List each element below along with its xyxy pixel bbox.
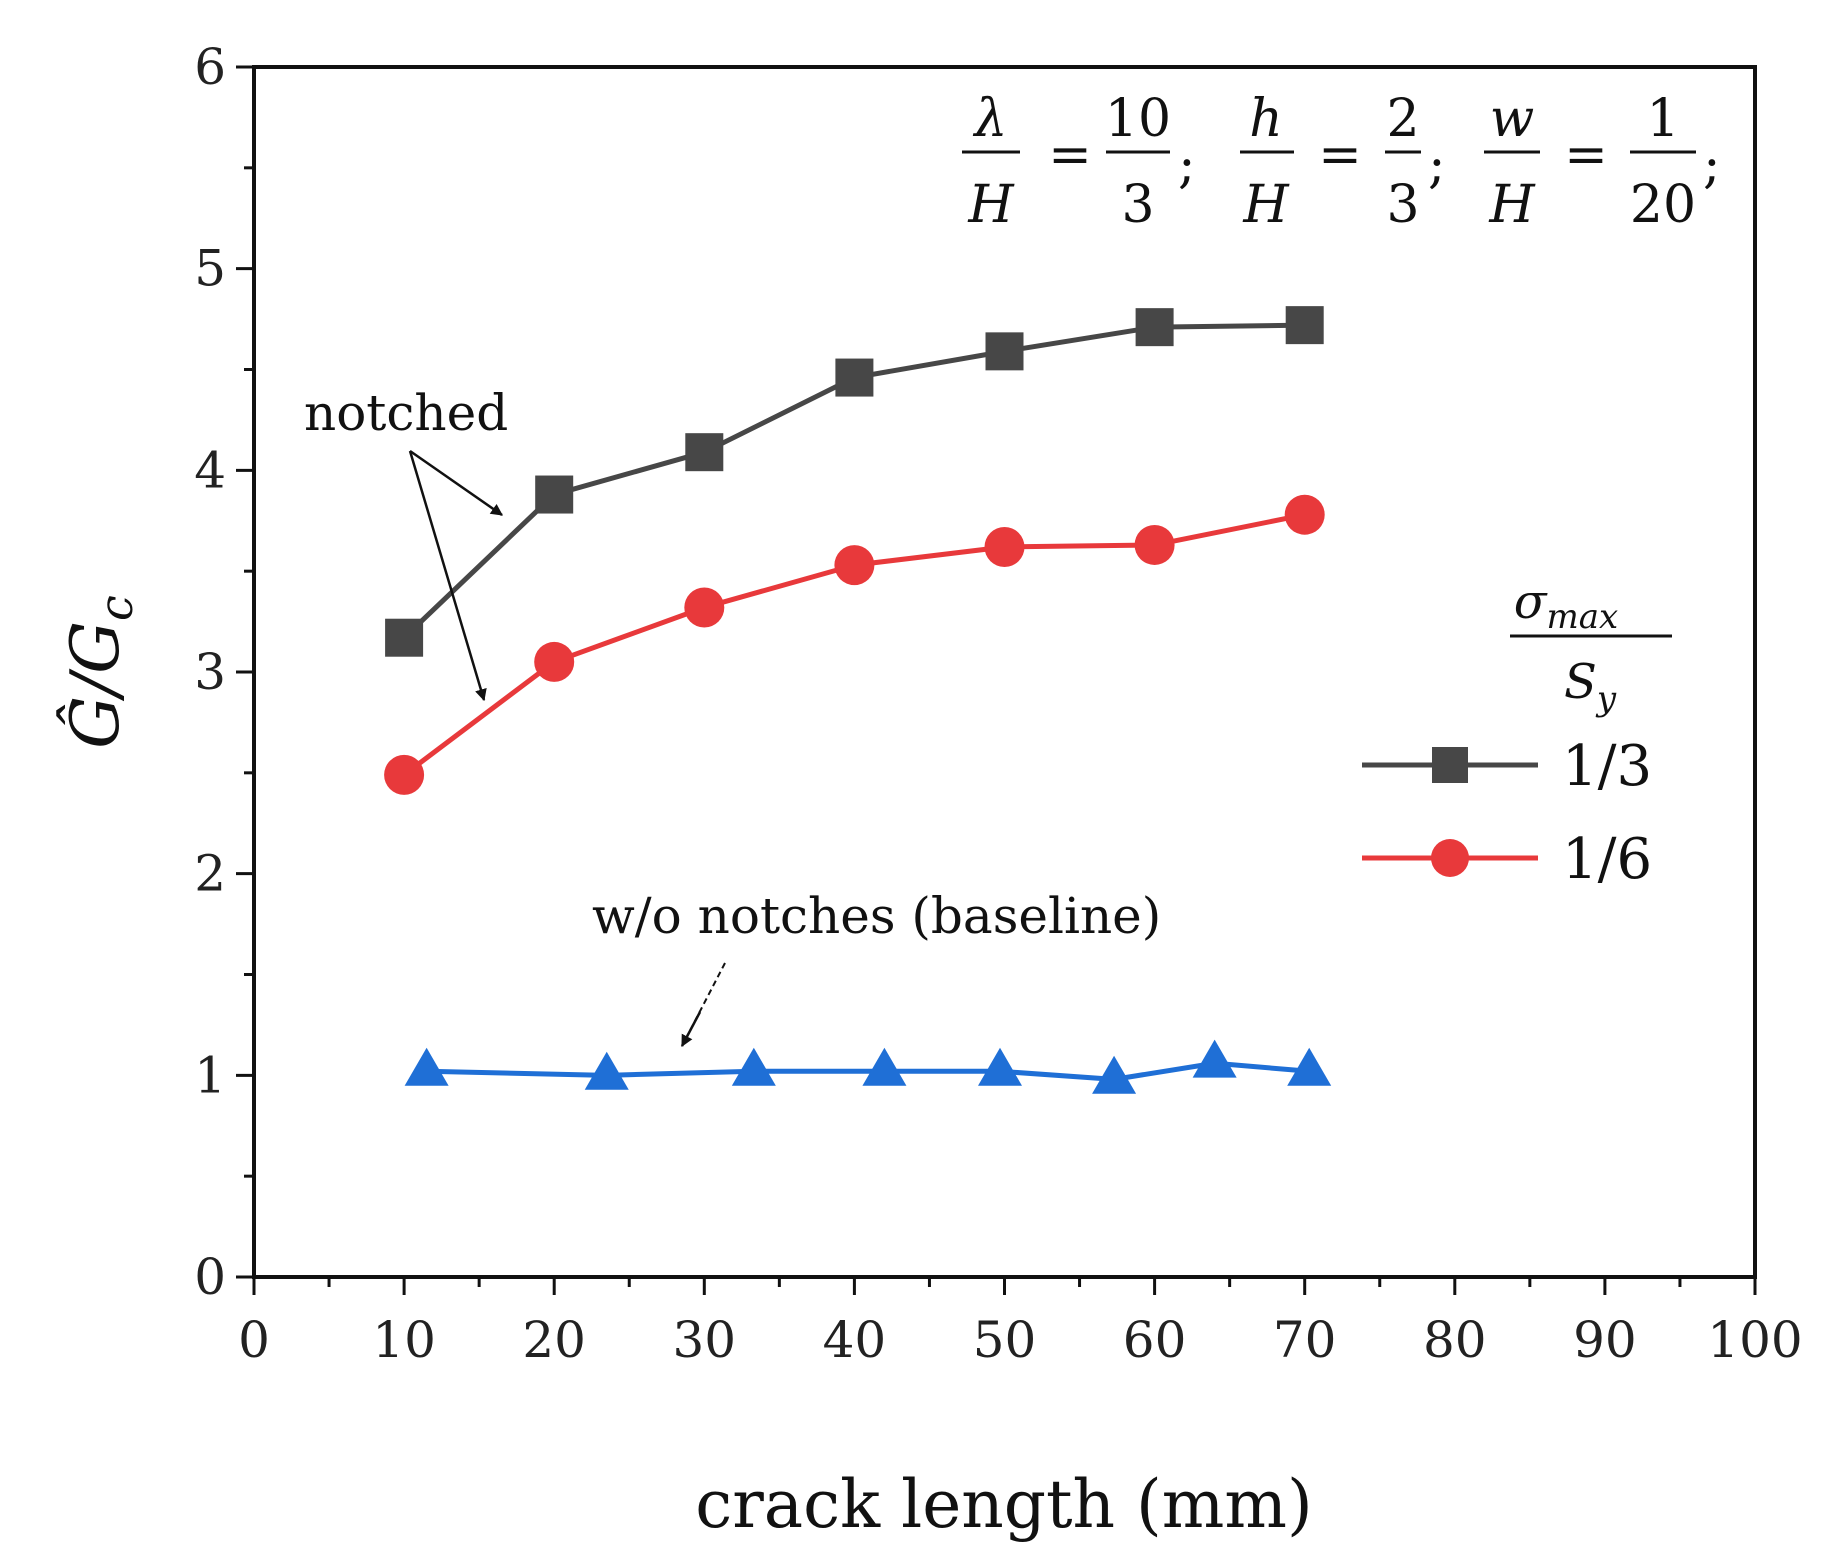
annotation-arrow-notched-upper: [409, 449, 503, 517]
data-point-triangle: [584, 1051, 629, 1090]
x-tick-label: 80: [1423, 1311, 1487, 1369]
data-point-square: [385, 618, 424, 657]
data-point-circle: [684, 587, 725, 628]
param-w-value-num: 1: [1646, 89, 1679, 149]
annotation-arrow-notched-lower: [408, 450, 487, 702]
x-tick-label: 50: [973, 1311, 1037, 1369]
data-point-circle: [984, 526, 1025, 567]
plot-area-frame: [252, 65, 1757, 1279]
param-h-num: h: [1249, 89, 1283, 149]
series-markers: [384, 306, 1332, 1094]
data-point-square: [685, 433, 724, 472]
data-point-triangle: [977, 1047, 1022, 1086]
parameter-annotation: λ H = 10 3 ; h H = 2 3 ; w H = 1 20 ;: [962, 89, 1721, 235]
series-lines: [402, 322, 1310, 1082]
data-point-circle: [1284, 494, 1325, 535]
param-lambda-value-num: 10: [1105, 89, 1171, 149]
param-lambda-num: λ: [973, 89, 1008, 149]
legend-title-den: Sy: [1564, 654, 1617, 719]
legend-title-num: σmax: [1514, 574, 1618, 637]
x-tick-label: 20: [522, 1311, 586, 1369]
param-w-value-den: 20: [1630, 175, 1696, 235]
equals-sign: =: [1318, 125, 1362, 185]
annotation-arrow-baseline-shaft: [681, 962, 726, 1047]
data-point-circle: [534, 641, 575, 682]
data-point-square: [985, 332, 1024, 371]
y-tick-label: 1: [194, 1046, 226, 1104]
y-tick-label: 5: [194, 240, 226, 298]
data-point-triangle: [1092, 1055, 1137, 1094]
y-axis-title: Ĝ/Gc: [56, 595, 143, 748]
data-point-circle: [1134, 524, 1175, 565]
x-tick-label: 30: [672, 1311, 736, 1369]
data-point-circle: [834, 545, 875, 586]
param-w-den: H: [1488, 175, 1536, 235]
legend-label-series-1: 1/3: [1562, 734, 1652, 799]
tick-labels: 0 10 20 30 40 50 60 70 80 90 100 0 1 2 3 4 5 6: [194, 38, 1803, 1369]
equals-sign: =: [1564, 125, 1608, 185]
data-point-triangle: [1192, 1039, 1237, 1078]
equals-sign: =: [1048, 125, 1092, 185]
legend-marker-square: [1432, 747, 1468, 783]
x-tick-label: 10: [372, 1311, 436, 1369]
data-point-triangle: [404, 1047, 449, 1086]
x-axis-title: crack length (mm): [695, 1466, 1312, 1543]
param-h-den: H: [1242, 175, 1290, 235]
data-point-square: [535, 475, 574, 514]
data-point-triangle: [1287, 1047, 1332, 1086]
semicolon: ;: [1703, 135, 1721, 195]
param-w-num: w: [1490, 89, 1535, 149]
data-point-square: [835, 358, 874, 397]
series-line-3: [426, 1060, 1310, 1082]
x-tick-label: 100: [1707, 1311, 1802, 1369]
param-h-value-num: 2: [1386, 89, 1419, 149]
annotation-arrow-baseline-head: [680, 1011, 702, 1048]
y-tick-label: 4: [194, 441, 226, 499]
annotation-notched: notched: [304, 384, 508, 442]
legend-label-series-2: 1/6: [1562, 827, 1652, 892]
param-lambda-value-den: 3: [1121, 175, 1154, 235]
axis-ticks: [236, 65, 1757, 1295]
data-point-circle: [384, 754, 425, 795]
y-tick-label: 0: [194, 1248, 226, 1306]
data-point-triangle: [731, 1047, 776, 1086]
x-tick-label: 90: [1573, 1311, 1637, 1369]
param-lambda-den: H: [967, 175, 1015, 235]
semicolon: ;: [1428, 135, 1446, 195]
data-point-triangle: [862, 1047, 907, 1086]
y-tick-label: 3: [194, 643, 226, 701]
x-tick-label: 70: [1273, 1311, 1337, 1369]
x-tick-label: 40: [823, 1311, 887, 1369]
param-h-value-den: 3: [1386, 175, 1419, 235]
legend-marker-circle: [1431, 839, 1469, 877]
x-tick-label: 0: [238, 1311, 270, 1369]
data-point-square: [1135, 308, 1174, 347]
data-point-square: [1285, 306, 1324, 345]
semicolon: ;: [1178, 135, 1196, 195]
legend: σmax Sy 1/3 1/6: [1362, 574, 1672, 892]
x-tick-label: 60: [1123, 1311, 1187, 1369]
y-tick-label: 6: [194, 38, 226, 96]
annotation-baseline: w/o notches (baseline): [592, 887, 1161, 945]
y-tick-label: 2: [194, 845, 226, 903]
